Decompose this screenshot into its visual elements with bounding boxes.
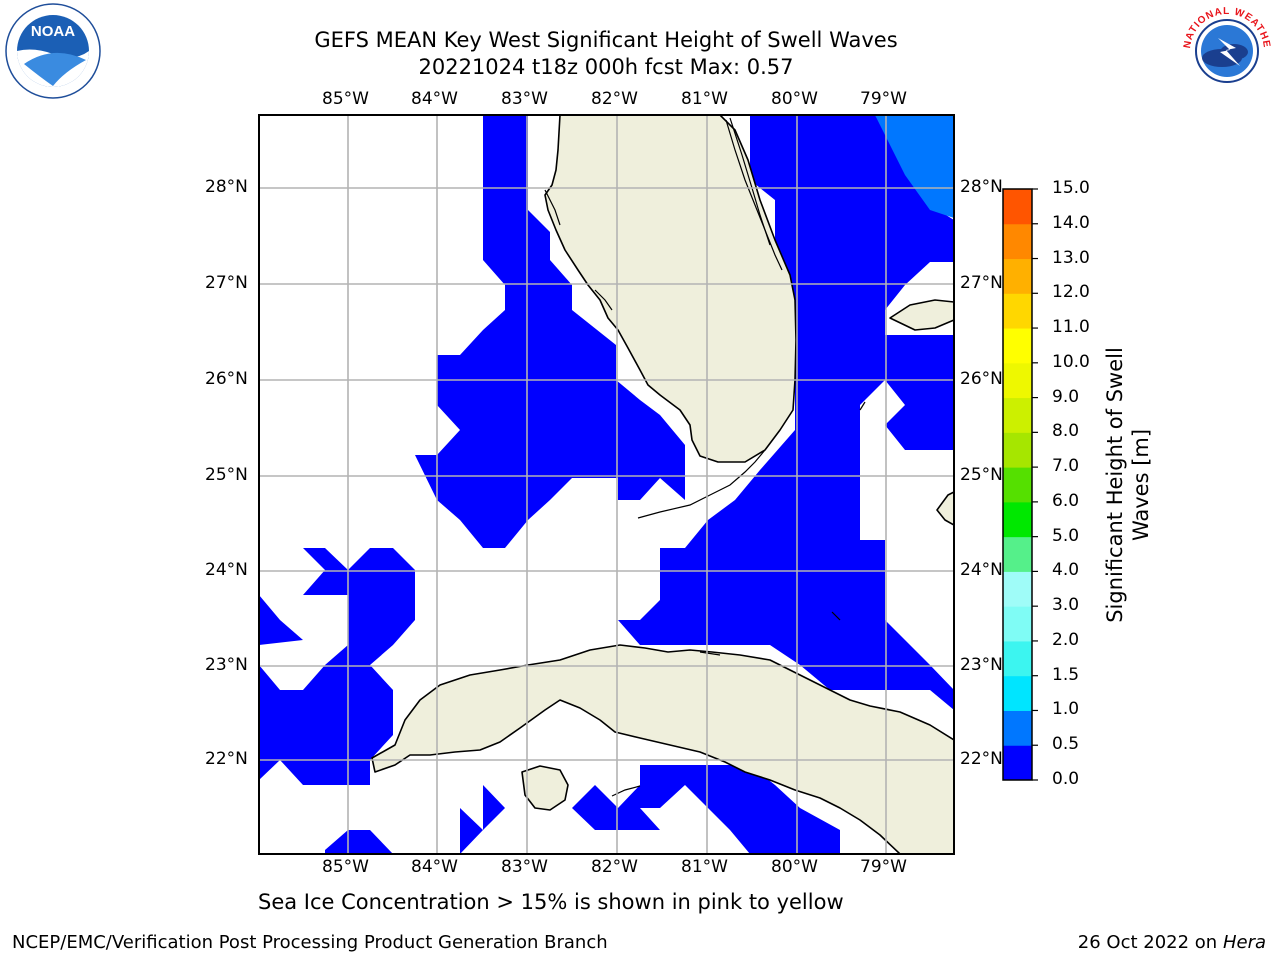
colorbar-tick-label: 8.0 [1052,421,1080,442]
colorbar-segment [1003,189,1032,225]
footer-host: Hera [1222,932,1266,953]
map-title: GEFS MEAN Key West Significant Height of… [314,28,898,52]
colorbar-tick-label: 14.0 [1052,212,1090,233]
lat-label-right: 22°N [960,749,1003,769]
swell-field [259,115,954,854]
lon-label-bottom: 83°W [501,857,548,877]
footer-credit: NCEP/EMC/Verification Post Processing Pr… [12,932,608,953]
colorbar-tick-label: 9.0 [1052,386,1080,407]
colorbar-tick-label: 15.0 [1052,178,1090,198]
lat-label-right: 25°N [960,465,1003,485]
colorbar-label: Significant Height of Swell Waves [m] [1103,347,1153,623]
colorbar-tick-label: 5.0 [1052,525,1080,546]
colorbar-tick-label: 12.0 [1052,282,1090,303]
land [371,115,954,854]
map-frame [258,114,955,855]
colorbar-tick-label: 1.5 [1052,664,1080,685]
lat-label-right: 24°N [960,560,1003,580]
lon-label-top: 81°W [681,89,728,109]
lon-label-bottom: 82°W [591,857,638,877]
lon-label-top: 84°W [411,89,458,109]
colorbar-segment [1003,501,1032,538]
gridlines [259,115,954,854]
lat-label-right: 23°N [960,655,1003,675]
sea-ice-note: Sea Ice Concentration > 15% is shown in … [258,890,844,914]
nws-logo: NATIONAL WEATHER SERVICE [1178,2,1276,100]
colorbar-tick-label: 1.0 [1052,699,1080,720]
colorbar-segment [1003,467,1032,503]
colorbar-tick-label: 0.5 [1052,734,1080,755]
colorbar-segment [1003,432,1032,468]
lon-label-top: 83°W [501,89,548,109]
colorbar-segment [1003,675,1032,711]
lat-label-left: 25°N [205,465,248,485]
lon-label-bottom: 79°W [860,857,907,877]
lat-label-left: 23°N [205,655,248,675]
colorbar-segment [1003,293,1032,329]
colorbar-segment [1003,536,1032,572]
footer-date: 26 Oct 2022 on Hera [1077,932,1266,953]
lat-label-left: 24°N [205,560,248,580]
colorbar-segment [1003,745,1032,781]
colorbar-tick-label: 11.0 [1052,317,1090,338]
colorbar-frame [1002,188,1033,781]
lon-label-bottom: 81°W [681,857,728,877]
noaa-logo: NOAA [4,2,102,100]
colorbar-tick-label: 3.0 [1052,595,1080,616]
lon-label-bottom: 80°W [771,857,818,877]
colorbar-tick-label: 0.0 [1052,769,1080,789]
colorbar-tick-label: 6.0 [1052,490,1080,511]
colorbar [1002,188,1038,781]
lat-label-right: 28°N [960,177,1003,197]
lat-label-right: 26°N [960,369,1003,389]
lon-label-bottom: 84°W [411,857,458,877]
colorbar-segment [1003,397,1032,433]
colorbar-segment [1003,328,1032,364]
map-subtitle: 20221024 t18z 000h fcst Max: 0.57 [418,55,794,79]
lon-label-top: 79°W [860,89,907,109]
lat-label-left: 26°N [205,369,248,389]
colorbar-segment [1003,640,1032,677]
colorbar-tick-label: 10.0 [1052,351,1090,372]
lon-label-top: 85°W [322,89,369,109]
colorbar-segment [1003,258,1032,294]
colorbar-tick-label: 4.0 [1052,560,1080,581]
colorbar-segment [1003,362,1032,399]
svg-text:NOAA: NOAA [31,23,75,40]
colorbar-tick-label: 13.0 [1052,247,1090,268]
lat-label-right: 27°N [960,273,1003,293]
lon-label-top: 80°W [771,89,818,109]
colorbar-segment [1003,606,1032,642]
lat-label-left: 28°N [205,177,248,197]
colorbar-segment [1003,571,1032,607]
lon-label-top: 82°W [591,89,638,109]
colorbar-segment [1003,223,1032,260]
lat-label-left: 22°N [205,749,248,769]
colorbar-tick-label: 7.0 [1052,456,1080,477]
colorbar-tick-label: 2.0 [1052,629,1080,650]
lon-label-bottom: 85°W [322,857,369,877]
colorbar-segment [1003,710,1032,746]
lat-label-left: 27°N [205,273,248,293]
